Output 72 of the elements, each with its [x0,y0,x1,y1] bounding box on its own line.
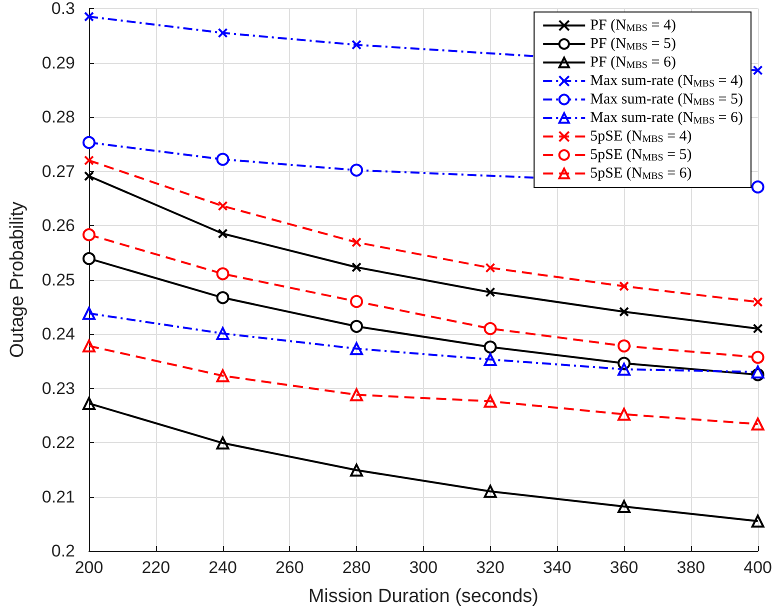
y-tick-label: 0.29 [42,53,75,72]
point [350,464,364,477]
point [484,322,497,336]
x-tick-label: 340 [542,558,572,577]
point [618,500,631,514]
point [752,324,763,334]
point [216,152,230,166]
y-tick-label: 0.3 [51,0,75,18]
point [216,326,230,340]
point [350,342,364,356]
y-tick-label: 0.25 [42,270,75,290]
point [618,408,631,421]
point [618,362,631,376]
point [751,514,764,528]
x-tick-label: 240 [208,558,237,577]
point [218,228,228,239]
y-tick-label: 0.22 [42,433,75,452]
point [751,350,764,364]
y-tick-label: 0.2 [51,542,75,560]
point [216,436,230,450]
point [352,262,362,272]
point [82,306,96,320]
point [484,352,497,366]
point [218,200,228,211]
x-tick-label: 400 [744,558,772,577]
point [82,136,96,149]
y-tick-label: 0.26 [42,216,75,235]
y-tick-label: 0.28 [42,108,75,126]
x-tick-label: 300 [409,558,438,577]
point [350,388,364,402]
point [619,306,630,317]
point [751,180,764,194]
y-tick-label: 0.27 [42,162,75,181]
point [84,155,94,166]
x-tick-label: 380 [676,558,706,577]
point [84,12,94,22]
y-tick-label: 0.24 [42,324,75,344]
point [82,396,96,410]
point [752,296,763,307]
point [218,28,228,38]
point [82,252,96,266]
point [751,365,764,378]
point [216,369,230,382]
point [84,171,94,182]
point [350,320,364,333]
point [216,291,230,304]
x-tick-label: 260 [275,558,304,577]
x-axis-title: Mission Duration (seconds) [308,586,539,607]
point [485,287,496,298]
point [352,237,362,248]
y-tick-label: 0.21 [42,487,75,506]
point [82,339,96,352]
point [82,228,96,242]
x-tick-label: 360 [610,558,638,577]
x-tick-label: 220 [142,558,170,577]
y-axis-title: Outage Probability [7,201,28,358]
x-tick-label: 280 [342,558,371,577]
point [484,484,497,498]
x-tick-label: 200 [74,558,104,577]
point [350,164,364,177]
point [485,262,496,273]
point [350,294,364,308]
point [752,65,763,76]
point [751,418,764,431]
point [618,339,631,352]
point [484,394,497,408]
point [352,40,362,50]
y-tick-label: 0.23 [42,378,75,398]
x-tick-label: 320 [476,558,504,577]
point [484,340,497,354]
point [216,267,230,280]
point [619,281,630,292]
